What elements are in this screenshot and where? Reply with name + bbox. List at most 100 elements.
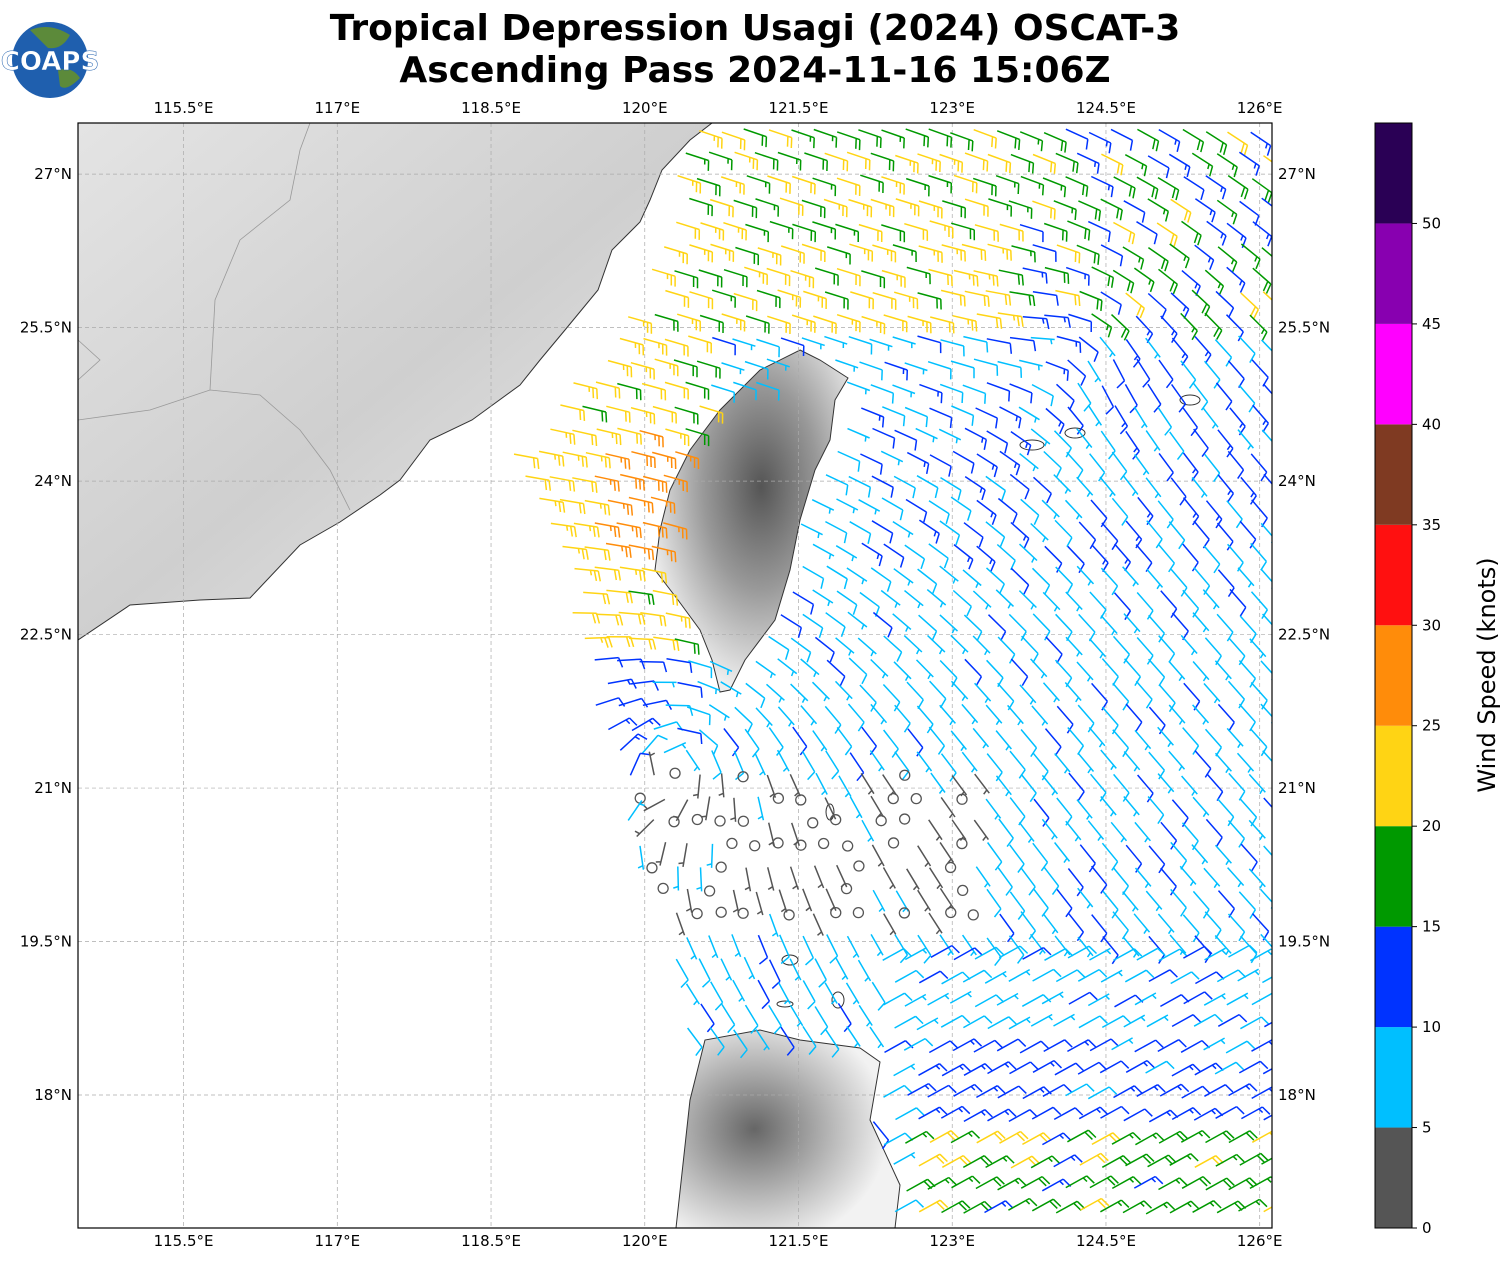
wind-barb [1134,992,1157,1006]
wind-barb [905,128,930,148]
wind-barb [1055,1200,1086,1214]
wind-barb [1020,1175,1051,1189]
wind-barb [985,1155,1015,1169]
wind-barb [712,336,736,356]
wind-barb [917,889,932,912]
wind-barb [1215,1153,1245,1167]
wind-barb [1263,1114,1272,1121]
wind-barb [685,381,710,400]
wind-barb [987,243,1012,261]
wind-barb [1249,1176,1272,1190]
wind-barb [1240,1016,1270,1030]
wind-barb [872,889,886,913]
wind-barb [778,889,788,913]
wind-barb [1030,336,1055,345]
wind-barb [1194,750,1212,778]
wind-barb [1168,660,1186,682]
wind-barb [1205,1130,1235,1144]
wind-barb [1008,613,1027,642]
lon-label-top: 126°E [1237,99,1283,117]
wind-barb [939,565,959,584]
wind-barb [803,290,827,310]
wind-barb [1158,948,1188,962]
wind-barb [1261,197,1272,207]
wind-barb [789,958,802,981]
wind-barb [895,1107,925,1121]
wind-barb [1114,405,1129,435]
wind-barb [1170,477,1187,506]
wind-barb [976,453,998,478]
wind-barb [1217,1013,1248,1027]
wind-barb [708,151,733,171]
wind-barb [1009,291,1036,307]
wind-barb [1157,406,1173,436]
wind-barb [1262,613,1272,626]
lat-label-left: 21°N [34,779,72,797]
wind-barb [838,775,852,798]
calm-wind-marker [795,794,807,806]
wind-barb [1158,359,1174,389]
calm-wind-marker [830,814,842,826]
wind-barb [1225,1040,1256,1054]
wind-barb [1019,223,1044,243]
wind-barb [756,289,781,309]
wind-barb [791,129,815,149]
colorbar-bin [1375,826,1412,927]
wind-barb [996,992,1019,1006]
wind-barb [1125,338,1141,368]
wind-barb [1227,820,1246,848]
wind-barb [1145,430,1161,452]
wind-barb [1216,153,1238,178]
wind-barb [1091,1132,1121,1146]
wind-barb [641,734,668,754]
wind-barb [641,567,668,584]
colorbar-tick-label: 40 [1422,415,1441,433]
wind-barb [1192,661,1210,682]
wind-barb [1124,969,1155,983]
wind-barb [655,842,667,866]
colorbar-bin [1375,725,1412,827]
calm-wind-marker [715,906,727,918]
wind-barb [1125,703,1143,732]
wind-barb [1113,1085,1143,1099]
wind-barb [628,544,655,561]
wind-barb [1065,636,1083,657]
wind-barb [952,1038,983,1052]
wind-barb [1183,945,1213,959]
wind-barb [1089,1038,1120,1052]
wind-barb [812,221,837,240]
wind-barb [1181,1175,1212,1189]
wind-barb [859,361,883,381]
wind-barb [1076,244,1100,265]
wind-barb [1215,290,1235,318]
wind-barb [562,451,588,468]
wind-barb [849,243,874,262]
calm-wind-marker [703,885,716,897]
wind-barb [1030,658,1048,679]
colorbar-tick-label: 30 [1422,616,1441,634]
wind-barb [892,613,912,632]
coaps-logo: COAPS [1,22,99,98]
wind-barb [594,522,621,538]
lon-label-bottom: 117°E [314,1232,360,1250]
wind-barb [915,659,934,680]
wind-barb [939,383,964,404]
wind-barb [1010,658,1029,686]
wind-barb [664,338,689,357]
wind-barb [628,590,655,606]
wind-barb [1158,1177,1188,1191]
wind-barb [870,152,895,172]
wind-barb [584,499,611,516]
wind-barb [630,406,656,425]
wind-barb [1068,772,1085,801]
wind-barb [1226,500,1243,529]
lat-label-left: 24°N [34,472,72,490]
colorbar-tick-label: 35 [1422,516,1441,534]
colorbar-tick-label: 20 [1422,817,1441,835]
wind-barb [964,427,988,450]
wind-barb [1158,684,1176,713]
wind-barb [861,819,875,842]
calm-wind-marker [749,840,761,852]
wind-barb [1193,428,1209,458]
